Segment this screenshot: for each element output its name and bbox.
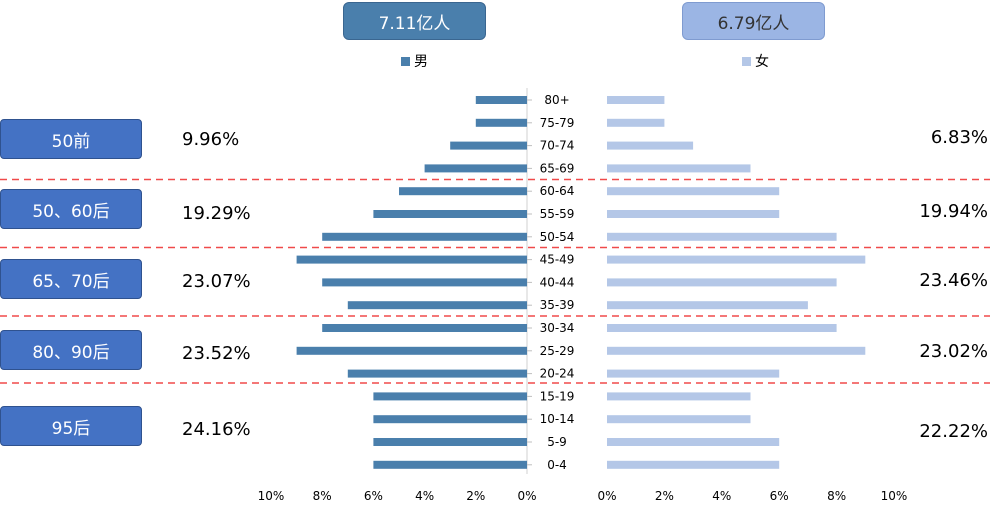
female-share-50s-60s: 19.94% bbox=[919, 201, 988, 222]
male-bar-5-9 bbox=[373, 438, 527, 446]
age-label-60-64: 60-64 bbox=[540, 184, 575, 198]
male-bar-50-54 bbox=[322, 232, 527, 241]
age-label-80+: 80+ bbox=[544, 93, 569, 107]
male-total-badge: 7.11亿人 bbox=[343, 2, 486, 40]
x-tick-female-6%: 6% bbox=[770, 489, 789, 503]
male-share-65-70s: 23.07% bbox=[182, 271, 251, 292]
age-label-0-4: 0-4 bbox=[547, 458, 567, 472]
female-bar-25-29 bbox=[607, 346, 866, 355]
male-bar-30-34 bbox=[322, 324, 527, 332]
male-bar-0-4 bbox=[373, 460, 527, 469]
male-share-pre50: 9.96% bbox=[182, 129, 240, 150]
legend-female: 女 bbox=[742, 51, 769, 71]
generation-label-50s-60s: 50、60后 bbox=[0, 189, 142, 229]
age-label-55-59: 55-59 bbox=[540, 207, 575, 221]
x-tick-male-0%: 0% bbox=[517, 489, 536, 503]
female-bar-65-69 bbox=[607, 164, 751, 173]
male-bar-45-49 bbox=[296, 255, 527, 264]
female-bar-75-79 bbox=[607, 118, 665, 127]
age-label-50-54: 50-54 bbox=[540, 230, 575, 244]
age-label-5-9: 5-9 bbox=[547, 435, 567, 449]
age-label-75-79: 75-79 bbox=[540, 116, 575, 130]
male-bar-80+ bbox=[475, 96, 527, 104]
x-tick-female-2%: 2% bbox=[655, 489, 674, 503]
male-bar-40-44 bbox=[322, 278, 527, 287]
female-bar-5-9 bbox=[607, 438, 780, 446]
female-share-80s-90s: 23.02% bbox=[919, 341, 988, 362]
age-label-25-29: 25-29 bbox=[540, 344, 575, 358]
generation-label-80s-90s: 80、90后 bbox=[0, 330, 142, 370]
age-label-20-24: 20-24 bbox=[540, 367, 575, 381]
female-bar-70-74 bbox=[607, 141, 694, 150]
male-share-50s-60s: 19.29% bbox=[182, 203, 251, 224]
female-bar-80+ bbox=[607, 96, 665, 104]
age-label-45-49: 45-49 bbox=[540, 253, 575, 267]
generation-label-65-70s: 65、70后 bbox=[0, 259, 142, 299]
x-tick-male-4%: 4% bbox=[415, 489, 434, 503]
age-label-35-39: 35-39 bbox=[540, 298, 575, 312]
legend-male: 男 bbox=[401, 51, 428, 71]
female-bar-60-64 bbox=[607, 187, 780, 196]
male-bar-65-69 bbox=[424, 164, 527, 173]
female-bar-55-59 bbox=[607, 210, 780, 218]
male-bar-35-39 bbox=[347, 301, 527, 310]
female-bar-35-39 bbox=[607, 301, 808, 310]
female-bar-10-14 bbox=[607, 415, 751, 424]
female-bar-50-54 bbox=[607, 232, 837, 241]
male-bar-60-64 bbox=[399, 187, 527, 196]
female-share-post95: 22.22% bbox=[919, 421, 988, 442]
x-tick-male-6%: 6% bbox=[364, 489, 383, 503]
age-label-10-14: 10-14 bbox=[540, 412, 575, 426]
male-bar-75-79 bbox=[475, 118, 527, 127]
age-label-65-69: 65-69 bbox=[540, 161, 575, 175]
male-bar-25-29 bbox=[296, 346, 527, 355]
legend-male-label: 男 bbox=[414, 54, 428, 70]
male-bar-70-74 bbox=[450, 141, 527, 150]
male-share-post95: 24.16% bbox=[182, 419, 251, 440]
female-bar-15-19 bbox=[607, 392, 751, 401]
x-tick-female-4%: 4% bbox=[712, 489, 731, 503]
x-tick-female-0%: 0% bbox=[597, 489, 616, 503]
female-bar-30-34 bbox=[607, 324, 837, 332]
x-tick-female-10%: 10% bbox=[881, 489, 908, 503]
female-bar-0-4 bbox=[607, 460, 780, 469]
x-tick-male-2%: 2% bbox=[466, 489, 485, 503]
legend-female-label: 女 bbox=[755, 54, 769, 70]
age-label-15-19: 15-19 bbox=[540, 389, 575, 403]
female-share-65-70s: 23.46% bbox=[919, 270, 988, 291]
x-tick-female-8%: 8% bbox=[827, 489, 846, 503]
male-bar-15-19 bbox=[373, 392, 527, 401]
legend-male-swatch bbox=[401, 56, 410, 66]
age-label-30-34: 30-34 bbox=[540, 321, 575, 335]
female-share-pre50: 6.83% bbox=[930, 127, 988, 148]
female-total-badge: 6.79亿人 bbox=[682, 2, 825, 40]
female-bar-20-24 bbox=[607, 369, 780, 378]
male-bar-55-59 bbox=[373, 210, 527, 218]
male-bar-10-14 bbox=[373, 415, 527, 424]
generation-label-pre50: 50前 bbox=[0, 119, 142, 159]
generation-label-post95: 95后 bbox=[0, 406, 142, 446]
female-bar-45-49 bbox=[607, 255, 866, 264]
age-label-40-44: 40-44 bbox=[540, 275, 575, 289]
female-bar-40-44 bbox=[607, 278, 837, 287]
male-bar-20-24 bbox=[347, 369, 527, 378]
male-share-80s-90s: 23.52% bbox=[182, 343, 251, 364]
legend-female-swatch bbox=[742, 56, 751, 66]
x-tick-male-8%: 8% bbox=[313, 489, 332, 503]
x-tick-male-10%: 10% bbox=[258, 489, 285, 503]
age-label-70-74: 70-74 bbox=[540, 139, 575, 153]
